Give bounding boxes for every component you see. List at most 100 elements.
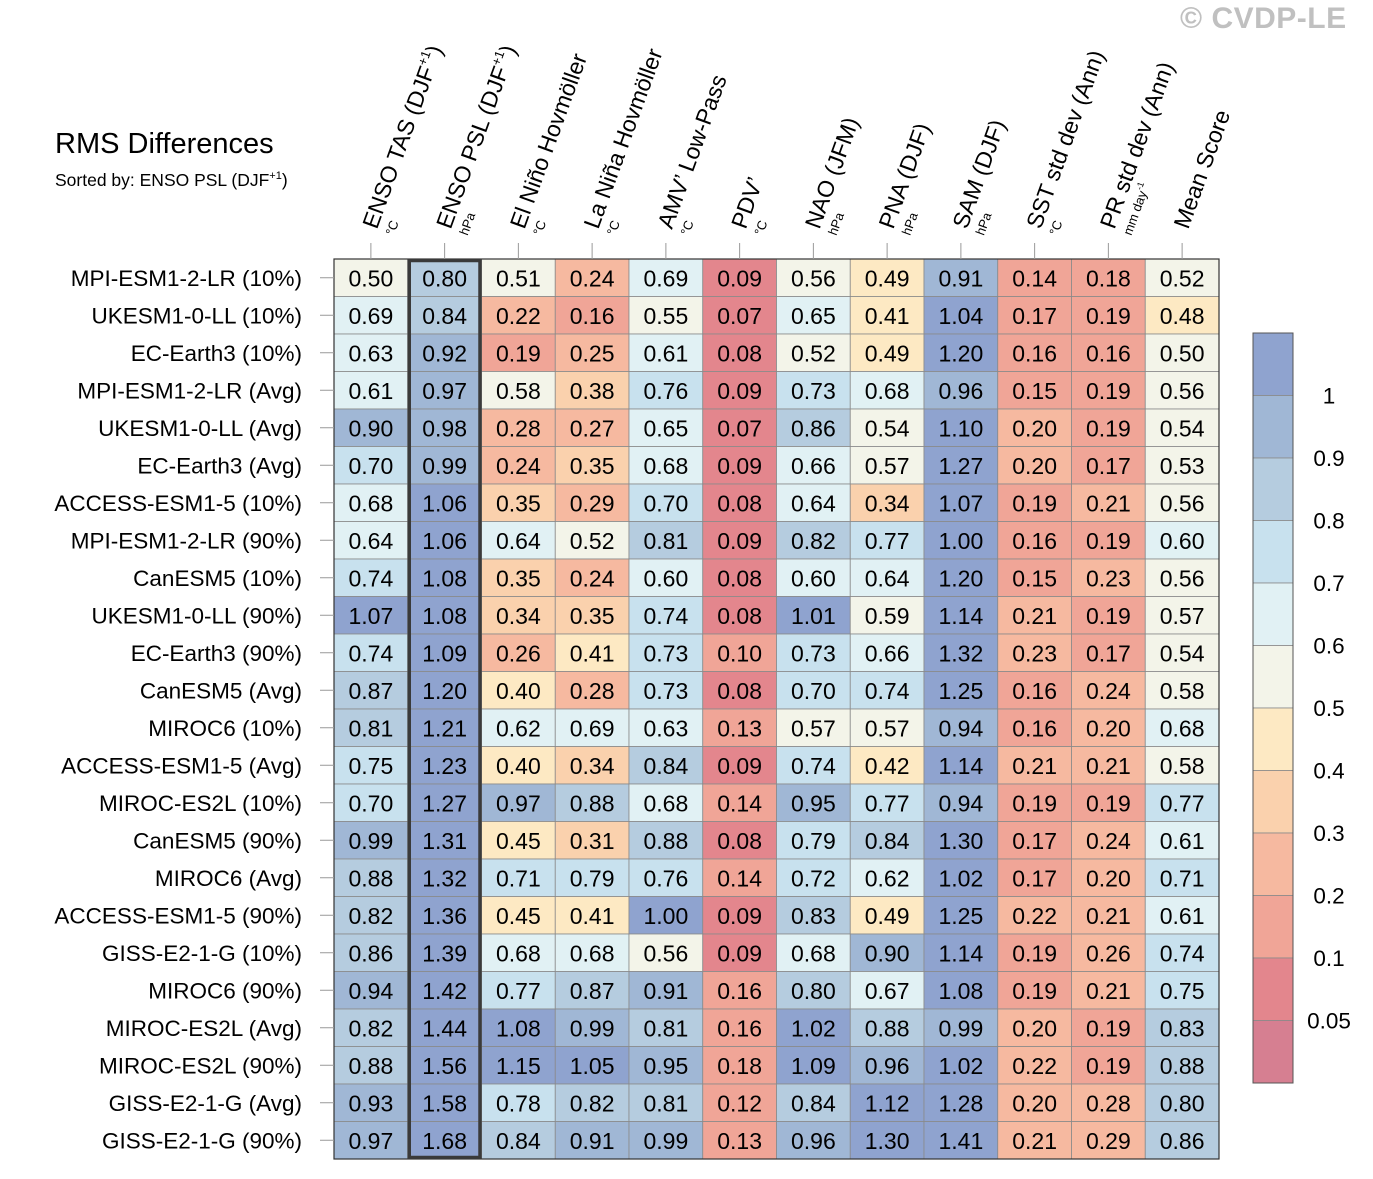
- cell-value: 1.14: [938, 603, 983, 629]
- heatmap-cell: [923, 746, 999, 785]
- heatmap-cell: [702, 596, 777, 635]
- heatmap-cell: [1144, 633, 1220, 672]
- heatmap-cell: [702, 1046, 777, 1085]
- cell-value: 0.57: [791, 715, 836, 741]
- cell-value: 0.49: [865, 340, 910, 366]
- column-unit: °C: [678, 218, 697, 237]
- cell-value: 0.56: [1160, 378, 1205, 404]
- cell-value: 1.09: [791, 1053, 836, 1079]
- heatmap-cell: [776, 521, 851, 560]
- sorted-column-highlight: [407, 258, 482, 1160]
- heatmap-cell: [849, 708, 925, 747]
- heatmap-cell: [1144, 333, 1220, 372]
- cell-value: 0.61: [348, 378, 393, 404]
- heatmap-cell: [481, 483, 556, 522]
- heatmap-cell: [481, 783, 556, 822]
- cell-value: 0.35: [496, 490, 541, 516]
- cell-value: 0.96: [791, 1128, 836, 1154]
- heatmap-cell: [849, 633, 925, 672]
- cell-value: 0.58: [1160, 753, 1205, 779]
- cell-value: 1.02: [938, 1053, 983, 1079]
- cell-value: 0.90: [865, 940, 910, 966]
- cell-value: 0.73: [643, 678, 688, 704]
- cell-value: 0.15: [1012, 378, 1057, 404]
- column-header: NAO (JFM)hPa: [800, 114, 864, 238]
- cell-value: 0.21: [1086, 978, 1131, 1004]
- heatmap-cell: [702, 746, 777, 785]
- heatmap-cell: [849, 1121, 925, 1160]
- heatmap-cell: [333, 971, 409, 1010]
- heatmap-cell: [628, 783, 704, 822]
- cell-value: 0.24: [570, 565, 615, 591]
- cell-value: 0.81: [643, 1015, 688, 1041]
- cell-value: 0.84: [422, 303, 467, 329]
- cell-value: 0.16: [1012, 528, 1057, 554]
- cell-value: 1.15: [496, 1053, 541, 1079]
- cell-value: 0.68: [791, 940, 836, 966]
- cell-value: 0.40: [496, 678, 541, 704]
- row-label: ACCESS-ESM1-5 (Avg): [61, 753, 302, 778]
- colorbar-border: [1252, 332, 1294, 1084]
- heatmap-cell: [554, 708, 630, 747]
- cell-value: 0.74: [348, 565, 393, 591]
- cell-value: 0.71: [1160, 865, 1205, 891]
- heatmap-cell: [1144, 1083, 1220, 1122]
- cell-value: 0.67: [865, 978, 910, 1004]
- cell-value: 0.53: [1160, 453, 1205, 479]
- heatmap-cell: [776, 446, 851, 485]
- cell-value: 1.32: [422, 865, 467, 891]
- heatmap-cell: [628, 708, 704, 747]
- row-label: MIROC-ES2L (10%): [99, 791, 302, 816]
- cell-value: 0.14: [717, 790, 762, 816]
- cell-value: 0.60: [1160, 528, 1205, 554]
- cell-value: 0.29: [570, 490, 615, 516]
- cell-value: 0.57: [1160, 603, 1205, 629]
- heatmap-cell: [923, 671, 999, 710]
- cell-value: 0.86: [791, 415, 836, 441]
- heatmap-cell: [333, 596, 409, 635]
- column-unit-text: °C: [678, 218, 697, 237]
- heatmap-cell: [849, 558, 925, 597]
- heatmap-cell: [702, 1008, 777, 1047]
- colorbar-segment: [1252, 957, 1294, 1021]
- heatmap-cell: [407, 333, 482, 372]
- heatmap-cell: [407, 708, 482, 747]
- column-label-text: Mean Score: [1168, 106, 1235, 231]
- heatmap-cell: [554, 783, 630, 822]
- cell-value: 1.31: [422, 828, 467, 854]
- cell-value: 0.58: [496, 378, 541, 404]
- cell-value: 0.80: [1160, 1090, 1205, 1116]
- heatmap-cell: [407, 408, 482, 447]
- cell-value: 0.70: [348, 453, 393, 479]
- heatmap-cell: [1071, 858, 1146, 897]
- cell-value: 0.90: [348, 415, 393, 441]
- column-label: La Niña Hovmöller: [578, 45, 667, 232]
- heatmap-cell: [628, 408, 704, 447]
- cell-value: 0.17: [1086, 640, 1131, 666]
- cell-value: 0.49: [865, 265, 910, 291]
- cell-value: 0.14: [1012, 265, 1057, 291]
- cell-value: 1.07: [348, 603, 393, 629]
- heatmap-cell: [407, 633, 482, 672]
- heatmap-cell: [628, 333, 704, 372]
- cell-value: 0.17: [1086, 453, 1131, 479]
- cell-value: 1.09: [422, 640, 467, 666]
- column-label: SST std dev (Ann): [1021, 47, 1110, 232]
- cell-value: 0.71: [496, 865, 541, 891]
- cell-value: 0.10: [717, 640, 762, 666]
- cell-value: 0.79: [791, 828, 836, 854]
- cell-value: 0.41: [570, 903, 615, 929]
- cell-value: 0.22: [1012, 1053, 1057, 1079]
- heatmap-cell: [849, 1046, 925, 1085]
- cell-value: 1.08: [422, 565, 467, 591]
- heatmap-cell: [849, 896, 925, 935]
- cell-value: 0.97: [422, 378, 467, 404]
- heatmap-cell: [997, 296, 1072, 335]
- heatmap-cell: [481, 558, 556, 597]
- column-header: PNA (DJF)hPa: [873, 120, 935, 238]
- cell-value: 0.68: [1160, 715, 1205, 741]
- heatmap-cell: [1144, 671, 1220, 710]
- heatmap-cell: [997, 483, 1072, 522]
- row-label: EC-Earth3 (10%): [131, 341, 302, 366]
